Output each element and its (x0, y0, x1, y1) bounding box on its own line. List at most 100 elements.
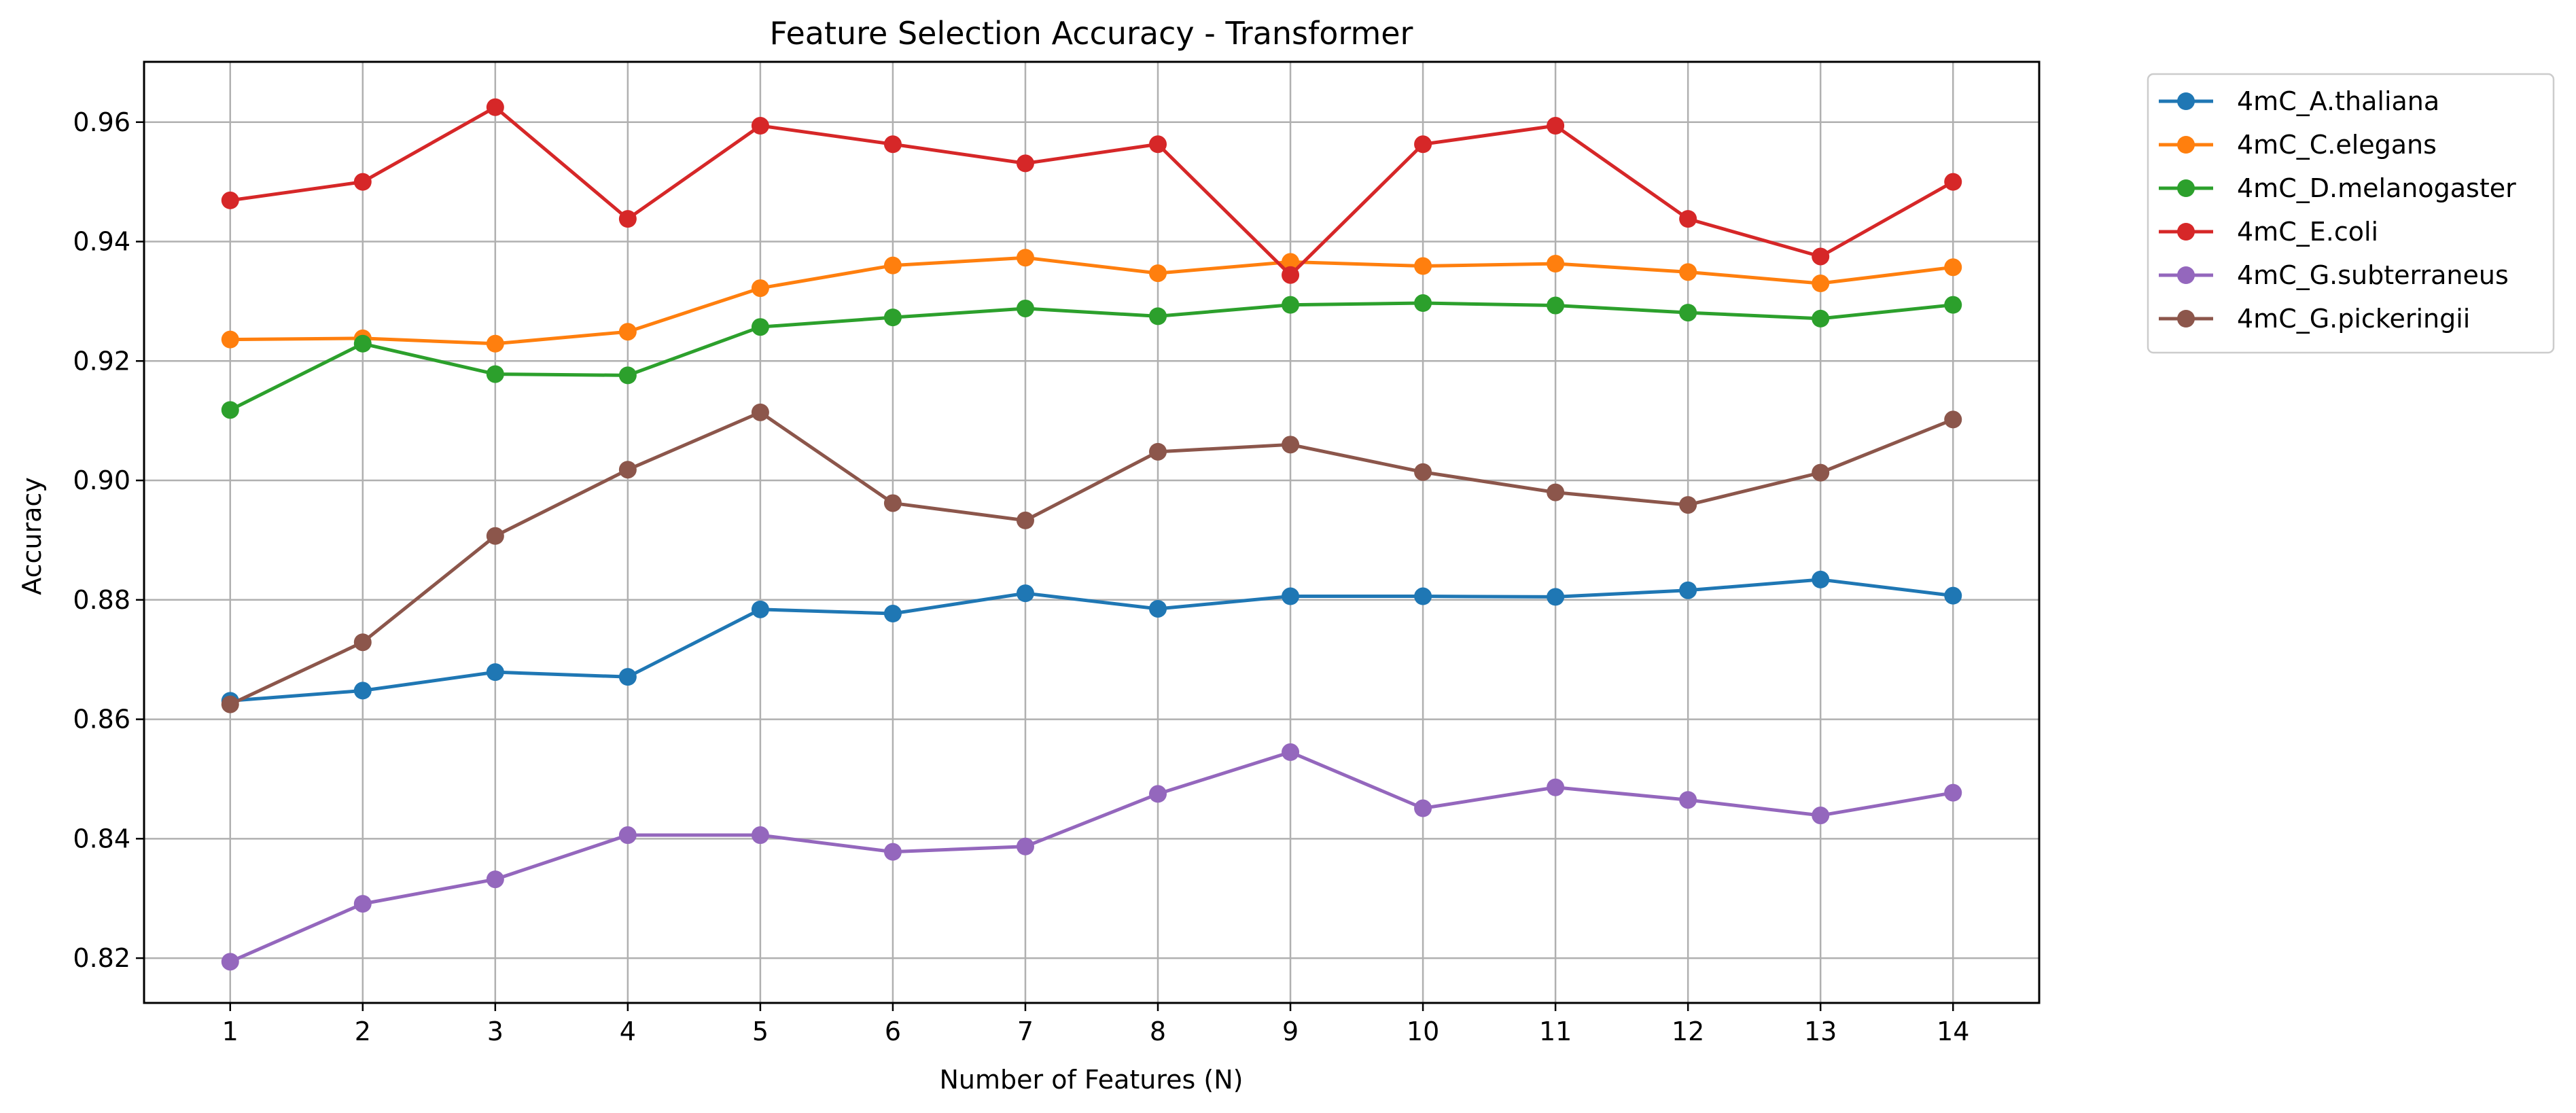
series-2 (221, 294, 1962, 419)
data-point (618, 210, 637, 228)
x-tick-label: 2 (355, 1017, 371, 1046)
data-point (486, 663, 504, 682)
data-point (1149, 785, 1167, 803)
series-line (230, 255, 1954, 346)
data-point (221, 953, 239, 971)
data-point (221, 401, 239, 419)
data-point (883, 256, 902, 275)
data-point (486, 98, 504, 116)
legend-marker (2177, 310, 2195, 328)
data-point (1679, 210, 1697, 228)
x-tick-label: 13 (1804, 1017, 1837, 1046)
legend-label: 4mC_D.melanogaster (2237, 173, 2516, 203)
data-point (1282, 743, 1300, 761)
legend-box (2147, 73, 2555, 354)
data-point (883, 843, 902, 861)
legend-marker (2177, 266, 2195, 284)
legend-item: 4mC_G.pickeringii (2159, 304, 2470, 334)
data-point (353, 633, 372, 652)
series-line (229, 750, 1954, 964)
legend-item: 4mC_G.subterraneus (2159, 260, 2509, 290)
series-1 (221, 249, 1962, 353)
data-point (353, 895, 372, 913)
legend-label: 4mC_G.pickeringii (2237, 304, 2470, 334)
series-line (229, 301, 1954, 412)
data-point (1679, 496, 1697, 514)
data-point (618, 323, 637, 341)
data-point (353, 682, 372, 700)
data-point (1016, 584, 1034, 603)
series-5 (221, 403, 1962, 713)
data-point (1812, 247, 1830, 266)
data-point (1414, 135, 1432, 154)
data-point (1414, 587, 1432, 605)
data-point (1016, 249, 1034, 267)
data-point (1149, 264, 1167, 283)
data-point (883, 308, 902, 327)
y-tick-label: 0.86 (73, 705, 130, 735)
x-tick-label: 7 (1017, 1017, 1034, 1046)
y-tick-label: 0.82 (73, 943, 130, 973)
data-point (486, 365, 504, 383)
data-point (1679, 263, 1697, 281)
data-point (486, 527, 504, 545)
x-tick-label: 12 (1672, 1017, 1704, 1046)
data-point (1149, 307, 1167, 325)
plot-frame (143, 60, 2041, 1004)
y-tick-label: 0.92 (73, 346, 130, 376)
data-point (1944, 783, 1962, 802)
data-point (1282, 253, 1300, 271)
grid-lines (144, 62, 2039, 1003)
legend-marker (2177, 92, 2195, 110)
x-tick-label: 10 (1407, 1017, 1439, 1046)
data-point (1414, 463, 1432, 481)
data-point (1679, 791, 1697, 809)
legend-marker (2177, 179, 2195, 197)
data-point (221, 695, 239, 713)
data-point (1547, 483, 1565, 501)
data-point (1812, 463, 1830, 482)
data-point (1547, 117, 1565, 135)
data-point (1149, 135, 1167, 154)
y-tick-label: 0.88 (73, 585, 130, 615)
y-tick-label: 0.96 (73, 107, 130, 137)
legend-label: 4mC_G.subterraneus (2237, 260, 2509, 290)
data-point (618, 366, 637, 385)
x-tick-label: 1 (222, 1017, 239, 1046)
data-point (1547, 778, 1565, 796)
data-point (1016, 299, 1034, 317)
data-point (486, 870, 504, 889)
legend-item: 4mC_A.thaliana (2159, 86, 2439, 116)
series-3 (221, 98, 1962, 284)
data-point (1149, 599, 1167, 618)
legend-item: 4mC_D.melanogaster (2159, 173, 2516, 203)
y-axis-label: Accuracy (17, 477, 47, 595)
data-point (1282, 436, 1300, 454)
data-point (1016, 511, 1034, 529)
legend-marker (2177, 223, 2195, 241)
data-point (1414, 257, 1432, 275)
x-tick-label: 3 (487, 1017, 504, 1046)
y-tick-label: 0.84 (73, 824, 130, 853)
data-point (1812, 570, 1830, 588)
data-point (1944, 410, 1962, 429)
data-point (1149, 442, 1167, 461)
y-tick-label: 0.94 (73, 227, 130, 257)
series-lines (221, 98, 1962, 971)
data-point (1016, 837, 1034, 855)
legend-item: 4mC_C.elegans (2159, 130, 2437, 160)
x-tick-label: 5 (752, 1017, 769, 1046)
data-point (1812, 807, 1830, 825)
data-point (1944, 258, 1962, 277)
legend-item: 4mC_E.coli (2159, 217, 2378, 247)
data-point (883, 135, 902, 154)
series-line (230, 578, 1954, 703)
legend-marker (2177, 136, 2195, 154)
data-point (1414, 294, 1432, 313)
series-4 (221, 743, 1962, 971)
data-point (1282, 587, 1300, 605)
data-point (751, 279, 769, 298)
data-point (1812, 309, 1830, 328)
series-line (230, 105, 1954, 277)
